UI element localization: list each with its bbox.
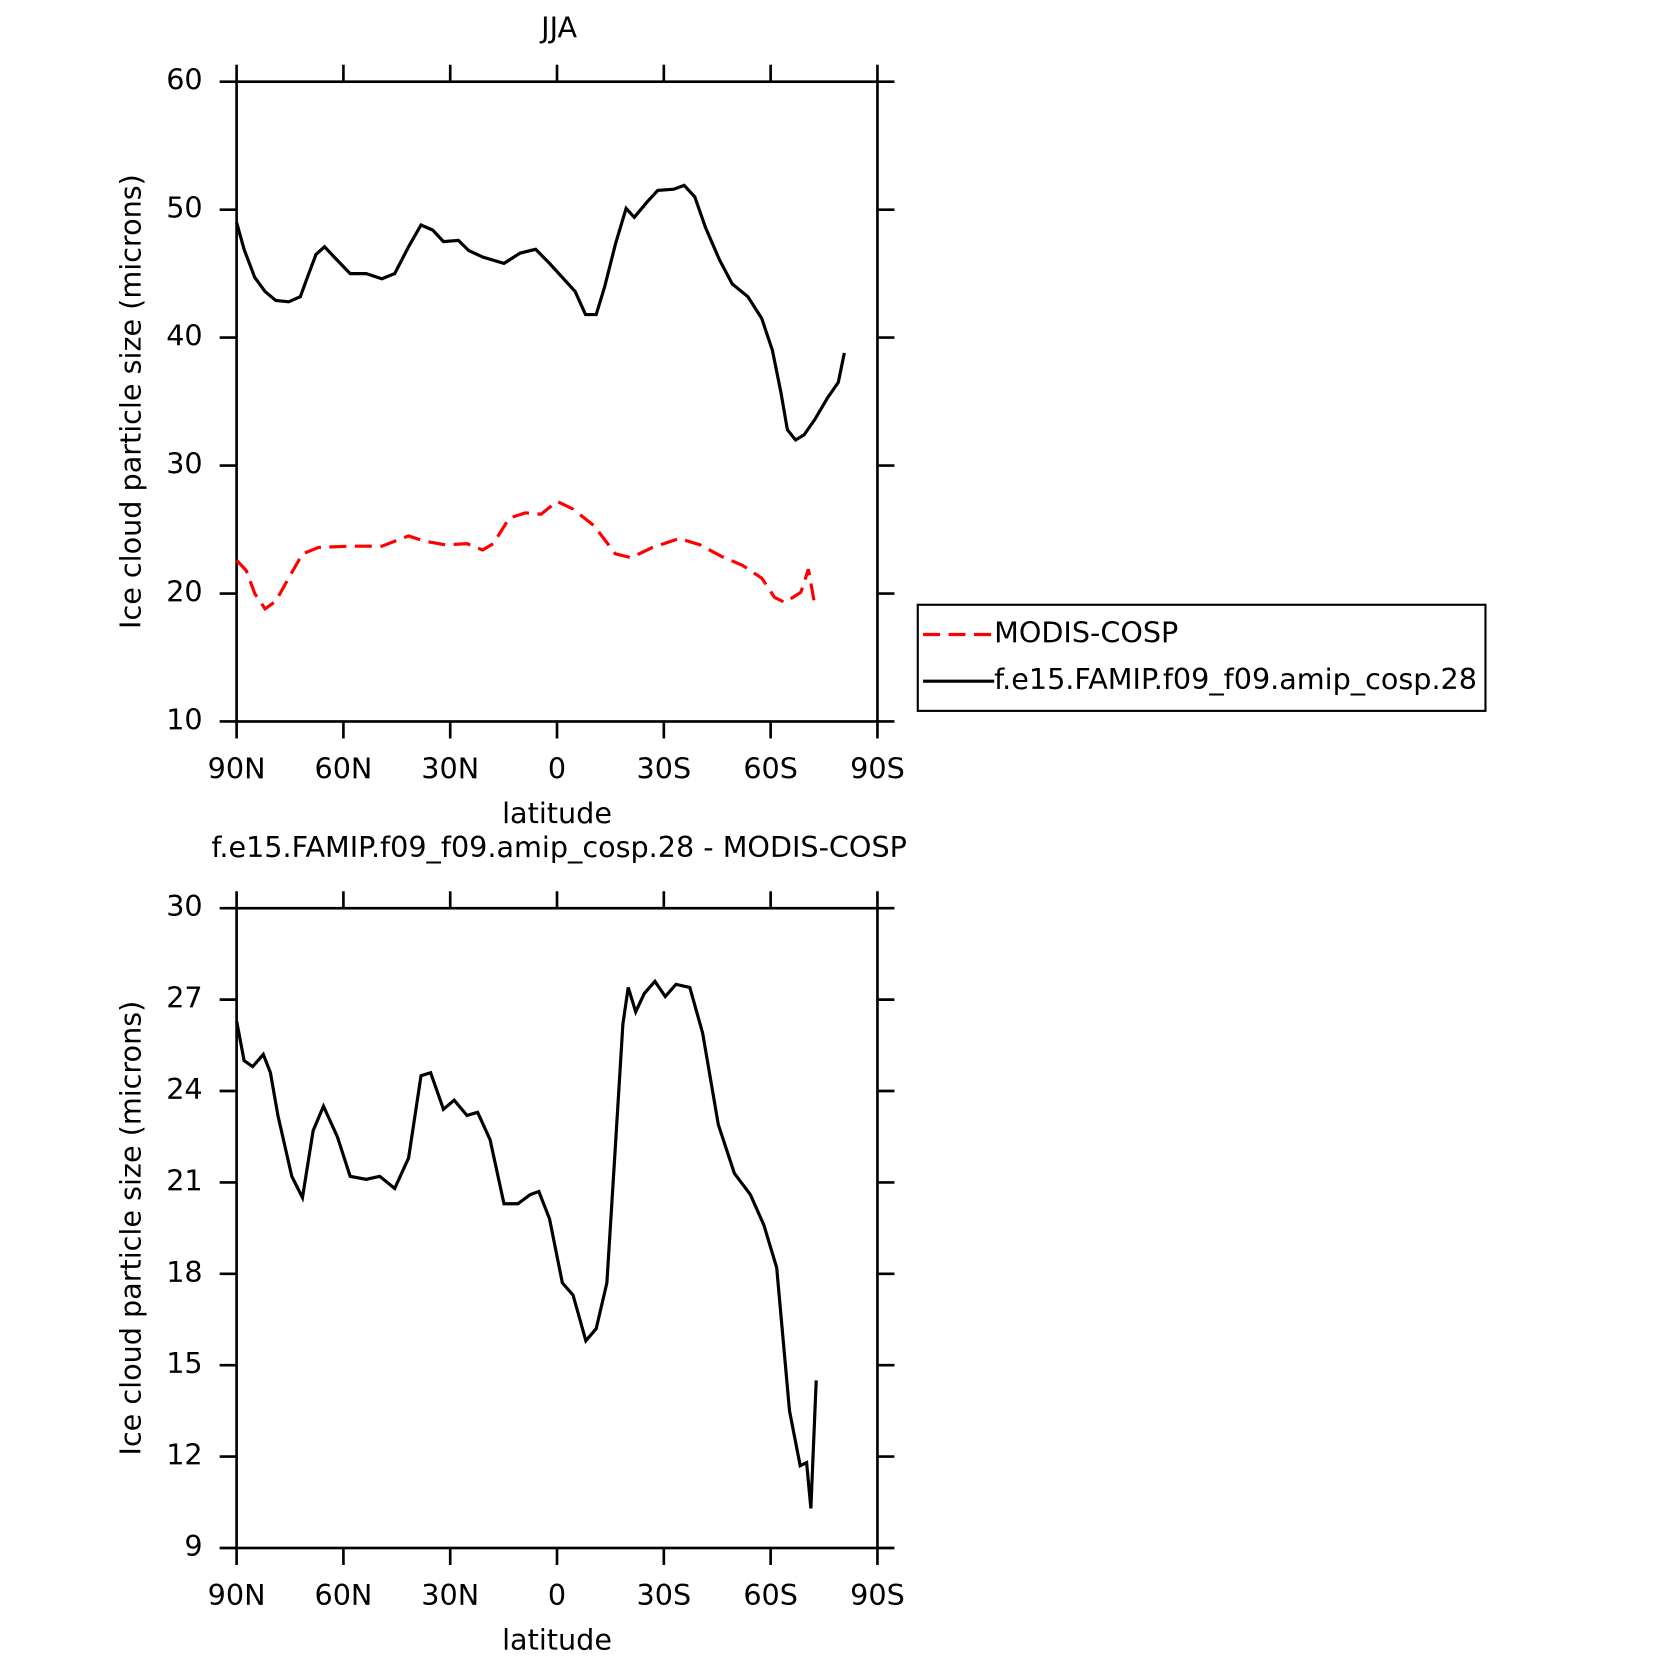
chart-title: JJA bbox=[539, 11, 577, 45]
y-tick-label: 27 bbox=[166, 981, 202, 1015]
y-axis-label: Ice cloud particle size (microns) bbox=[114, 1001, 148, 1456]
plot-frame bbox=[235, 906, 879, 1550]
x-axis-label: latitude bbox=[502, 796, 612, 830]
x-tick-label: 60N bbox=[314, 1578, 372, 1612]
x-tick-label: 90N bbox=[208, 751, 266, 785]
y-tick-label: 24 bbox=[166, 1072, 202, 1106]
y-tick-label: 9 bbox=[184, 1529, 202, 1563]
legend-label: f.e15.FAMIP.f09_f09.amip_cosp.28 bbox=[994, 662, 1477, 696]
legend: MODIS-COSP f.e15.FAMIP.f09_f09.amip_cosp.… bbox=[916, 603, 1487, 712]
y-tick-label: 18 bbox=[166, 1255, 202, 1289]
y-tick-label: 60 bbox=[166, 63, 202, 97]
x-tick-label: 30S bbox=[637, 1578, 692, 1612]
y-tick-label: 30 bbox=[166, 889, 202, 923]
data-line bbox=[235, 978, 818, 1509]
x-tick-label: 30N bbox=[421, 751, 479, 785]
x-tick-label: 0 bbox=[548, 1578, 566, 1612]
x-tick-label: 60N bbox=[314, 751, 372, 785]
chart-root: JJA 10 20 30 40 50 60 90N 60N 30N 0 30S 60S 90S latitu… bbox=[114, 11, 1487, 1656]
chart-title: f.e15.FAMIP.f09_f09.amip_cosp.28 - MODIS… bbox=[211, 830, 907, 864]
y-tick-label: 12 bbox=[166, 1438, 202, 1472]
y-tick-label: 10 bbox=[166, 702, 202, 736]
y-tick-label: 50 bbox=[166, 191, 202, 225]
x-tick-label: 90N bbox=[208, 1578, 266, 1612]
y-tick-label: 30 bbox=[166, 447, 202, 481]
x-tick-label: 60S bbox=[743, 1578, 798, 1612]
y-tick-label: 15 bbox=[166, 1346, 202, 1380]
y-tick-label: 40 bbox=[166, 319, 202, 353]
x-tick-label: 30N bbox=[421, 1578, 479, 1612]
y-axis-label: Ice cloud particle size (microns) bbox=[114, 174, 148, 629]
y-tick-label: 21 bbox=[166, 1163, 202, 1197]
x-tick-label: 90S bbox=[850, 751, 905, 785]
x-tick-label: 30S bbox=[637, 751, 692, 785]
x-tick-label: 90S bbox=[850, 1578, 905, 1612]
legend-box bbox=[916, 603, 1487, 712]
x-axis-label: latitude bbox=[502, 1622, 612, 1656]
data-line bbox=[235, 183, 846, 443]
y-tick-label: 20 bbox=[166, 575, 202, 609]
x-tick-label: 60S bbox=[743, 751, 798, 785]
x-tick-label: 0 bbox=[548, 751, 566, 785]
legend-label: MODIS-COSP bbox=[994, 615, 1178, 649]
data-line bbox=[235, 499, 817, 612]
